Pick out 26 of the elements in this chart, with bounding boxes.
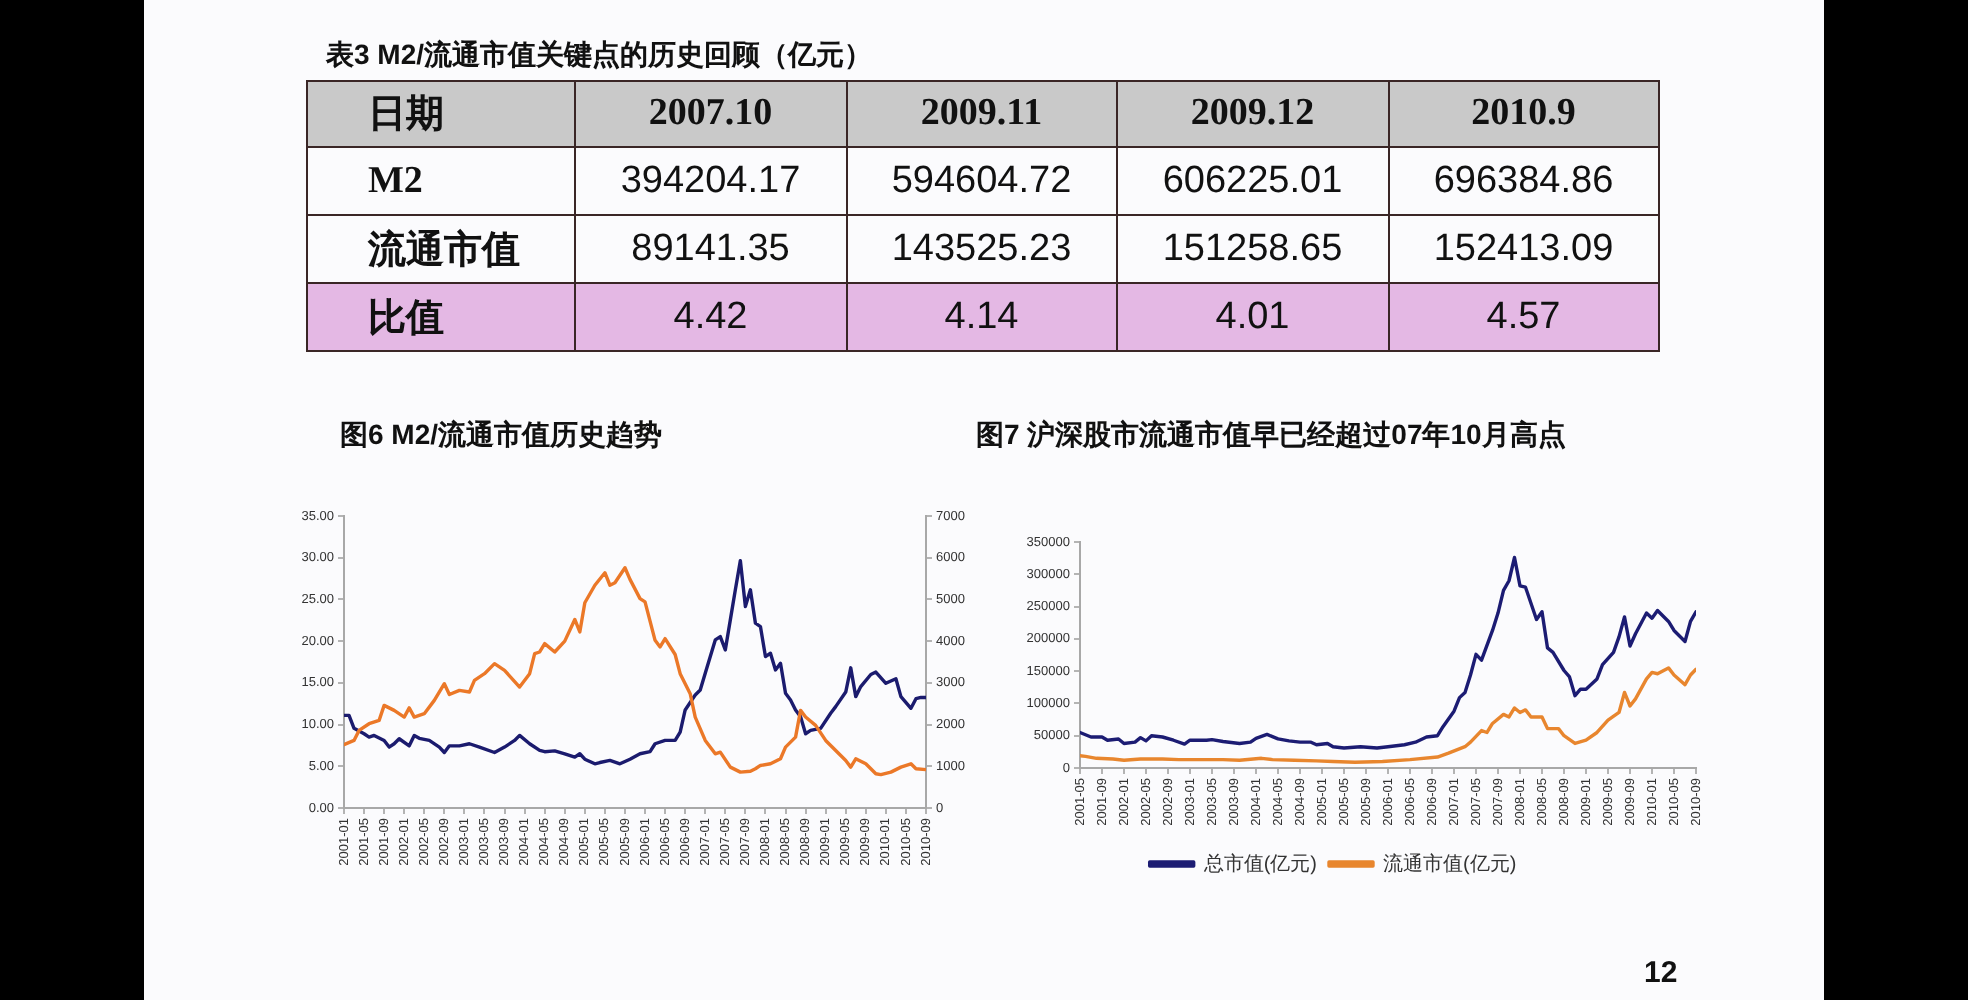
category-label: 2010.9 — [1388, 81, 1659, 147]
category-label: 2007.10 — [575, 81, 846, 147]
data-label: 606225.01 — [1117, 147, 1388, 215]
data-label: 394204.17 — [575, 147, 846, 215]
data-label: 4.57 — [1388, 283, 1659, 351]
category-label: 2009.12 — [1117, 81, 1388, 147]
series-label: 比值 — [307, 283, 575, 351]
text: 表3 M2/流通市值关键点的历史回顾（亿元） — [326, 36, 873, 72]
chart-title: 图6 M2/流通市值历史趋势 — [340, 416, 663, 452]
legend-label: 总市值(亿元) — [1201, 851, 1318, 876]
data-label: 4.01 — [1117, 283, 1388, 351]
data-label: 151258.65 — [1117, 215, 1388, 283]
chart-title: 图7 沪深股市流通市值早已经超过07年10月高点 — [976, 416, 1566, 452]
data-label: 89141.35 — [575, 215, 846, 283]
text: 12 — [1644, 956, 1678, 990]
text: M2 — [307, 147, 575, 215]
data-label: 4.42 — [575, 283, 846, 351]
legend-label: 流通市值(亿元) — [1383, 851, 1517, 876]
category-label: 2009.11 — [846, 81, 1117, 147]
data-label: 4.14 — [846, 283, 1117, 351]
data-label: 696384.86 — [1388, 147, 1659, 215]
data-label: 143525.23 — [846, 215, 1117, 283]
data-label: 152413.09 — [1388, 215, 1659, 283]
text: 流通市值 — [307, 215, 575, 283]
data-label: 594604.72 — [846, 147, 1117, 215]
text: 日期 — [307, 81, 575, 147]
